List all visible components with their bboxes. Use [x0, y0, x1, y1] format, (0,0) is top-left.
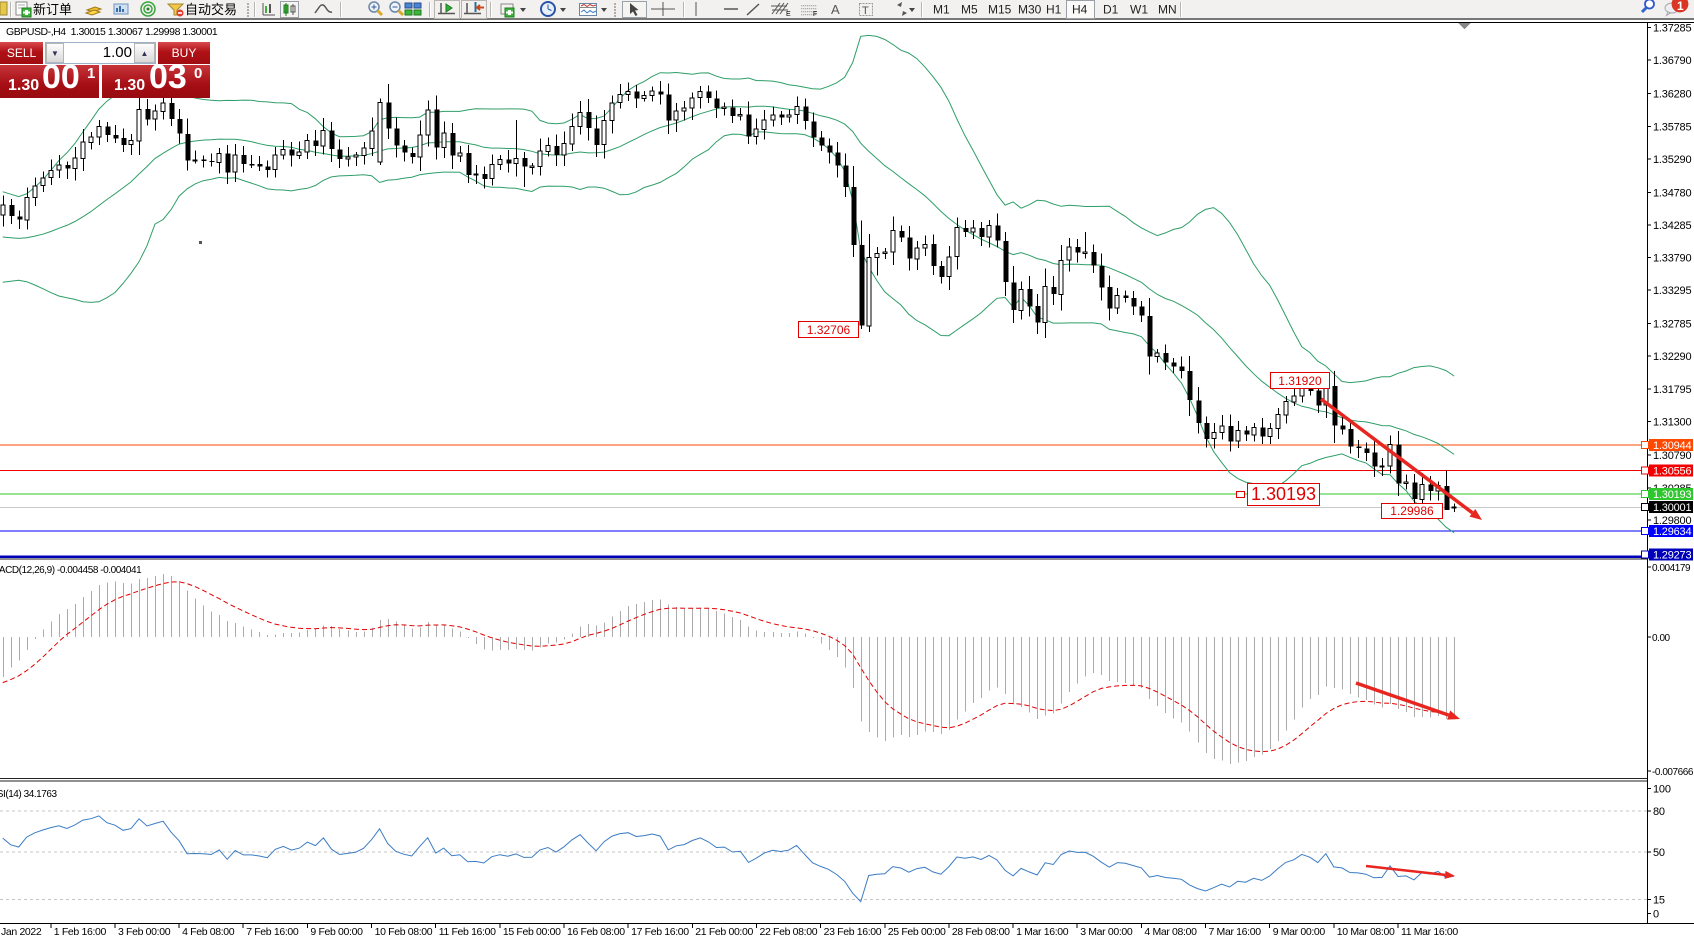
svg-text:16 Feb 08:00: 16 Feb 08:00 [567, 926, 625, 938]
svg-text:3 Feb 00:00: 3 Feb 00:00 [118, 926, 171, 938]
svg-text:9 Mar 00:00: 9 Mar 00:00 [1273, 926, 1326, 938]
svg-text:RSI(14) 34.1763: RSI(14) 34.1763 [0, 789, 58, 800]
svg-text:1 Feb 16:00: 1 Feb 16:00 [54, 926, 107, 938]
svg-text:0.00: 0.00 [1652, 633, 1671, 644]
svg-text:15 Feb 00:00: 15 Feb 00:00 [503, 926, 561, 938]
svg-text:1.36280: 1.36280 [1653, 89, 1691, 101]
svg-text:4 Mar 08:00: 4 Mar 08:00 [1144, 926, 1197, 938]
svg-text:E: E [786, 11, 791, 18]
svg-text:新订单: 新订单 [33, 2, 72, 17]
svg-text:Jan 2022: Jan 2022 [1, 926, 42, 938]
svg-text:1.35785: 1.35785 [1653, 121, 1691, 133]
svg-text:28 Feb 08:00: 28 Feb 08:00 [952, 926, 1010, 938]
svg-text:M1: M1 [933, 3, 950, 17]
svg-text:1.30001: 1.30001 [1653, 502, 1691, 514]
svg-text:1.37285: 1.37285 [1653, 23, 1691, 35]
svg-text:F: F [813, 11, 817, 18]
svg-text:1.29634: 1.29634 [1653, 526, 1691, 538]
svg-text:1: 1 [1677, 0, 1684, 13]
svg-text:1.34780: 1.34780 [1653, 187, 1691, 199]
svg-text:MN: MN [1158, 3, 1177, 17]
svg-text:M5: M5 [961, 3, 978, 17]
svg-text:1.33790: 1.33790 [1653, 253, 1691, 265]
svg-text:22 Feb 08:00: 22 Feb 08:00 [760, 926, 818, 938]
svg-text:1.30790: 1.30790 [1653, 450, 1691, 462]
svg-text:T: T [862, 5, 869, 17]
svg-text:1.29273: 1.29273 [1653, 550, 1691, 562]
svg-text:23 Feb 16:00: 23 Feb 16:00 [824, 926, 882, 938]
svg-text:25 Feb 00:00: 25 Feb 00:00 [888, 926, 946, 938]
svg-text:15: 15 [1653, 895, 1665, 907]
svg-text:M15: M15 [988, 3, 1012, 17]
svg-text:4 Feb 08:00: 4 Feb 08:00 [182, 926, 235, 938]
svg-text:21 Feb 00:00: 21 Feb 00:00 [695, 926, 753, 938]
svg-text:10 Feb 08:00: 10 Feb 08:00 [375, 926, 433, 938]
svg-text:1.31300: 1.31300 [1653, 416, 1691, 428]
svg-text:1.32785: 1.32785 [1653, 319, 1691, 331]
svg-text:MACD(12,26,9) -0.004458 -0.004: MACD(12,26,9) -0.004458 -0.004041 [0, 565, 142, 576]
svg-text:7 Mar 16:00: 7 Mar 16:00 [1209, 926, 1262, 938]
svg-text:80: 80 [1653, 806, 1665, 818]
svg-text:M30: M30 [1018, 3, 1042, 17]
svg-text:-0.007666: -0.007666 [1652, 767, 1694, 778]
svg-text:11 Feb 16:00: 11 Feb 16:00 [439, 926, 496, 938]
svg-text:1.30944: 1.30944 [1653, 440, 1691, 452]
svg-text:0.004179: 0.004179 [1652, 563, 1691, 574]
svg-text:17 Feb 16:00: 17 Feb 16:00 [631, 926, 689, 938]
svg-text:10 Mar 08:00: 10 Mar 08:00 [1337, 926, 1395, 938]
svg-text:7 Feb 16:00: 7 Feb 16:00 [246, 926, 299, 938]
svg-text:1.32290: 1.32290 [1653, 351, 1691, 363]
svg-text:1.35290: 1.35290 [1653, 154, 1691, 166]
svg-text:9 Feb 00:00: 9 Feb 00:00 [310, 926, 363, 938]
svg-text:1.36790: 1.36790 [1653, 55, 1691, 67]
svg-text:1.30193: 1.30193 [1653, 489, 1691, 501]
svg-text:W1: W1 [1130, 3, 1148, 17]
svg-text:1.34285: 1.34285 [1653, 220, 1691, 232]
svg-text:1.33295: 1.33295 [1653, 285, 1691, 297]
svg-text:H4: H4 [1072, 3, 1088, 17]
svg-text:H1: H1 [1046, 3, 1062, 17]
svg-text:50: 50 [1653, 847, 1665, 859]
svg-text:1.30556: 1.30556 [1653, 465, 1691, 477]
svg-text:3 Mar 00:00: 3 Mar 00:00 [1080, 926, 1133, 938]
svg-text:1.29800: 1.29800 [1653, 515, 1691, 527]
svg-text:0: 0 [1653, 909, 1659, 921]
svg-text:1 Mar 16:00: 1 Mar 16:00 [1016, 926, 1069, 938]
svg-text:11 Mar 16:00: 11 Mar 16:00 [1401, 926, 1458, 938]
svg-text:1.31795: 1.31795 [1653, 384, 1691, 396]
svg-text:100: 100 [1653, 784, 1671, 796]
svg-text:A: A [831, 2, 840, 17]
svg-text:自动交易: 自动交易 [185, 2, 237, 17]
svg-text:D1: D1 [1103, 3, 1119, 17]
